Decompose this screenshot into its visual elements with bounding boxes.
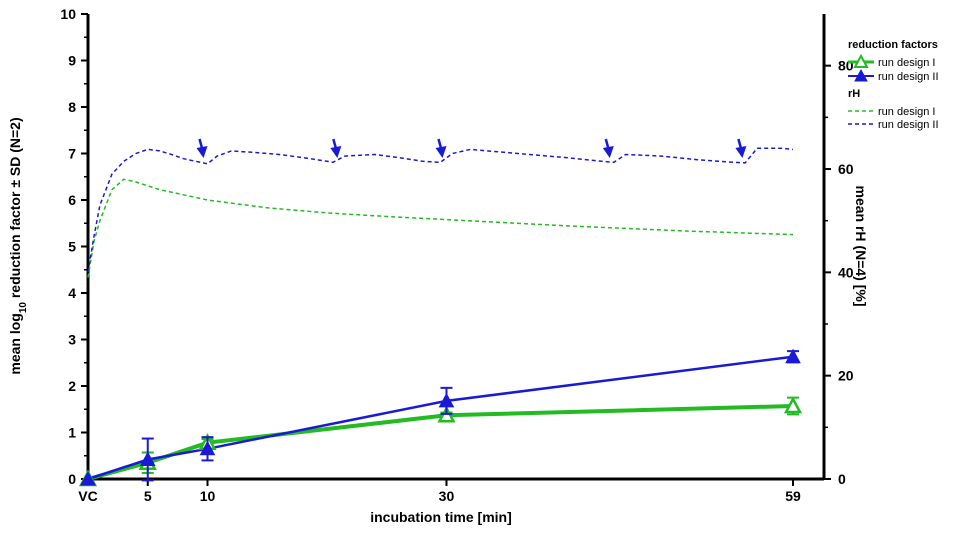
legend-rf-marker [854, 68, 868, 82]
y2-axis-title: mean rH (N=4) [%] [853, 186, 869, 307]
y-axis-title-subscript: 10 [18, 302, 29, 314]
rh-event-arrow [330, 138, 342, 158]
y-tick-label: 2 [68, 378, 76, 394]
arrow-head [330, 146, 342, 158]
y-axis-title-prefix: mean log [7, 313, 23, 374]
y2-tick-label: 60 [838, 161, 854, 177]
rf-point-design2 [199, 440, 216, 456]
x-tick-label: 10 [200, 488, 216, 504]
x-tick-label: 59 [785, 488, 801, 504]
x-axis-title: incubation time [min] [370, 509, 512, 525]
legend-rf-marker [853, 53, 869, 68]
rh-event-arrow [435, 138, 447, 158]
arrow-head [196, 146, 208, 158]
legend-rh-label: run design I [878, 106, 935, 118]
rh-line-2 [87, 147, 794, 273]
x-tick-label: 5 [144, 488, 152, 504]
legend-group2-title: rH [848, 88, 860, 100]
plot-layer: 0 1 2 3 4 5 6 7 8 9 10 0 20 40 60 80 VC 5 10 30 59 reduction … [60, 6, 938, 504]
y-tick-label: 10 [60, 6, 76, 22]
y2-tick-label: 40 [838, 264, 854, 280]
y-tick-label: 6 [68, 192, 76, 208]
arrow-head [735, 146, 747, 158]
y-tick-label: 4 [68, 285, 76, 301]
y-axis-title: mean log10 reduction factor ± SD (N=2) [7, 117, 29, 374]
y-tick-label: 0 [68, 471, 76, 487]
x-tick-label: 30 [439, 488, 455, 504]
rh-event-arrow [196, 138, 208, 158]
rf-point-design1 [783, 396, 803, 414]
rf-point-design2 [785, 348, 801, 364]
y-tick-label: 9 [68, 53, 76, 69]
rf-point-design2 [139, 451, 156, 466]
rh-event-arrow [735, 138, 747, 158]
x-tick-label: VC [78, 488, 97, 504]
rf-point-design2 [80, 470, 96, 486]
y-tick-label: 7 [68, 146, 76, 162]
y-tick-label: 5 [68, 239, 76, 255]
legend-rf-label: run design I [878, 57, 935, 69]
y-tick-label: 1 [68, 425, 76, 441]
y-axis-title-suffix: reduction factor ± SD (N=2) [7, 117, 23, 302]
rf-point-design2 [438, 392, 455, 408]
y-tick-label: 8 [68, 99, 76, 115]
y-tick-label: 3 [68, 332, 76, 348]
y2-tick-label: 0 [838, 471, 846, 487]
arrow-head [435, 146, 447, 158]
arrow-head [602, 146, 614, 158]
y2-tick-label: 20 [838, 368, 854, 384]
rh-event-arrow [602, 138, 614, 158]
legend-group1-title: reduction factors [848, 39, 938, 51]
rh-line-1 [87, 178, 794, 278]
y2-tick-label: 80 [838, 58, 854, 74]
legend-rh-label: run design II [878, 119, 939, 131]
legend-rf-label: run design II [878, 71, 939, 83]
